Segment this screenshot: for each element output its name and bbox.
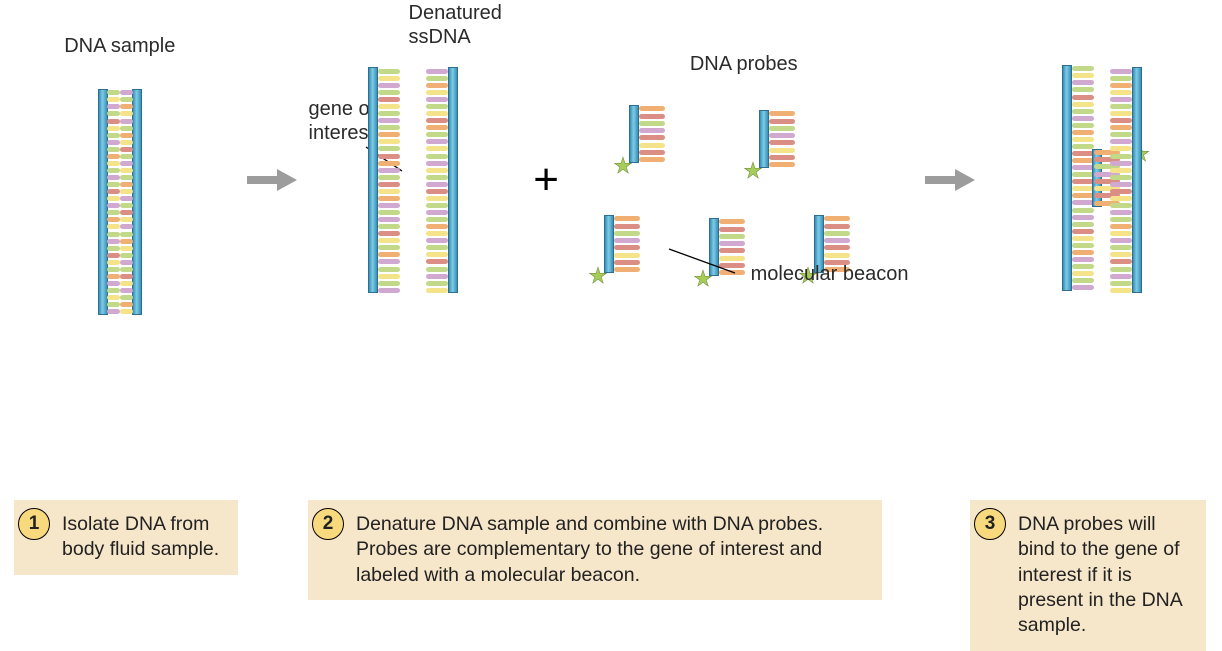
panel-dna-sample: DNA sample	[0, 29, 240, 332]
title-dna-sample: DNA sample	[0, 35, 240, 58]
caption-step-2: 2 Denature DNA sample and combine with D…	[308, 500, 882, 600]
ssdna-left-icon	[1062, 65, 1096, 291]
dsdna-icon	[98, 89, 142, 315]
step-number-2: 2	[312, 508, 344, 540]
caption-step-1: 1 Isolate DNA from body fluid sample.	[14, 500, 238, 575]
gene-of-interest-label: gene ofinterest	[309, 97, 376, 145]
ssdna-right-icon	[1108, 67, 1142, 293]
probes-shelf: ★★★★★	[569, 75, 918, 335]
ssdna-right-icon	[424, 67, 458, 293]
caption-step-3: 3 DNA probes will bind to the gene of in…	[970, 500, 1206, 651]
step-number-1: 1	[18, 508, 50, 540]
arrow-icon	[240, 5, 304, 355]
beacon-pointer-icon	[667, 247, 737, 277]
step-number-3: 3	[974, 508, 1006, 540]
title-ssdna: DenaturedssDNA	[409, 1, 502, 49]
result-ssdna-bound: ★	[1062, 65, 1096, 296]
panel-result: ★	[982, 15, 1222, 345]
caption-text-3: DNA probes will bind to the gene of inte…	[1018, 513, 1182, 636]
title-probes: DNA probes	[569, 53, 918, 76]
diagram-row: DNA sample DenaturedssDNA gene ofinteres…	[0, 0, 1222, 350]
panel-probes: DNA probes ★★★★★ molecular beacon	[569, 25, 918, 335]
plus-icon: +	[523, 5, 569, 355]
molecular-beacon-label: molecular beacon	[751, 263, 909, 286]
panel-ssdna: DenaturedssDNA gene ofinterest	[304, 15, 524, 345]
caption-text-2: Denature DNA sample and combine with DNA…	[356, 513, 823, 586]
caption-text-1: Isolate DNA from body fluid sample.	[62, 513, 219, 560]
ssdna-left-icon	[368, 67, 402, 293]
arrow-icon	[918, 5, 982, 355]
